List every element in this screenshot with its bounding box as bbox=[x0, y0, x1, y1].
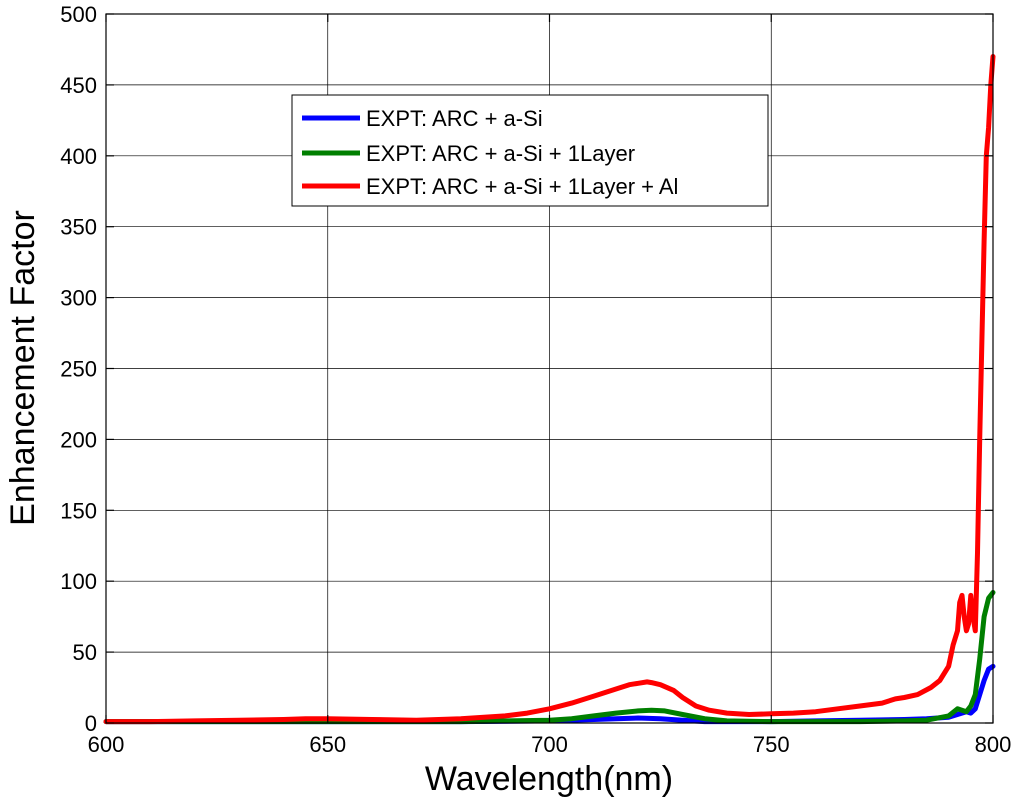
y-axis-label: Enhancement Factor bbox=[4, 210, 42, 526]
series-line-2 bbox=[103, 54, 996, 725]
legend-label: EXPT: ARC + a-Si bbox=[366, 106, 543, 131]
y-tick-label: 0 bbox=[85, 711, 97, 736]
y-tick-label: 300 bbox=[60, 286, 97, 311]
x-tick-label: 750 bbox=[753, 732, 790, 757]
y-tick-label: 500 bbox=[60, 2, 97, 27]
x-axis-label: Wavelength(nm) bbox=[425, 760, 673, 798]
y-tick-label: 450 bbox=[60, 73, 97, 98]
y-tick-label: 250 bbox=[60, 357, 97, 382]
legend-label: EXPT: ARC + a-Si + 1Layer bbox=[366, 141, 635, 166]
y-tick-label: 350 bbox=[60, 215, 97, 240]
x-tick-label: 800 bbox=[975, 732, 1012, 757]
legend: EXPT: ARC + a-Si EXPT: ARC + a-Si + 1Lay… bbox=[291, 94, 769, 207]
legend-entry-1: EXPT: ARC + a-Si + 1Layer bbox=[302, 141, 635, 166]
y-tick-label: 100 bbox=[60, 569, 97, 594]
y-tick-label: 400 bbox=[60, 144, 97, 169]
legend-entry-2: EXPT: ARC + a-Si + 1Layer + Al bbox=[302, 174, 678, 199]
legend-entry-0: EXPT: ARC + a-Si bbox=[302, 106, 543, 131]
series-line-1 bbox=[103, 590, 996, 725]
y-tick-label: 50 bbox=[73, 640, 97, 665]
x-tick-label: 600 bbox=[88, 732, 125, 757]
x-tick-label: 700 bbox=[531, 732, 568, 757]
x-tick-label: 650 bbox=[309, 732, 346, 757]
y-tick-label: 150 bbox=[60, 498, 97, 523]
axis-ticks: 600 650 700 750 800 0 50 100 150 200 250 300 350 400 4… bbox=[60, 2, 1011, 757]
y-tick-label: 200 bbox=[60, 427, 97, 452]
legend-box bbox=[291, 94, 769, 207]
legend-label: EXPT: ARC + a-Si + 1Layer + Al bbox=[366, 174, 678, 199]
